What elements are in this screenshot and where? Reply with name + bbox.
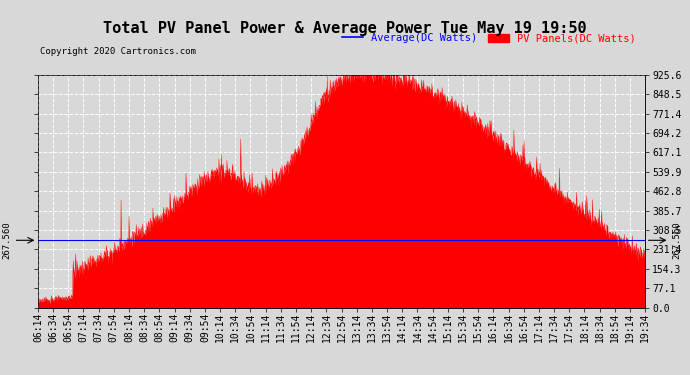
- Text: 267.560: 267.560: [672, 222, 681, 259]
- Text: Copyright 2020 Cartronics.com: Copyright 2020 Cartronics.com: [40, 47, 196, 56]
- Legend: Average(DC Watts), PV Panels(DC Watts): Average(DC Watts), PV Panels(DC Watts): [338, 29, 640, 47]
- Text: Total PV Panel Power & Average Power Tue May 19 19:50: Total PV Panel Power & Average Power Tue…: [104, 21, 586, 36]
- Text: 267.560: 267.560: [2, 222, 11, 259]
